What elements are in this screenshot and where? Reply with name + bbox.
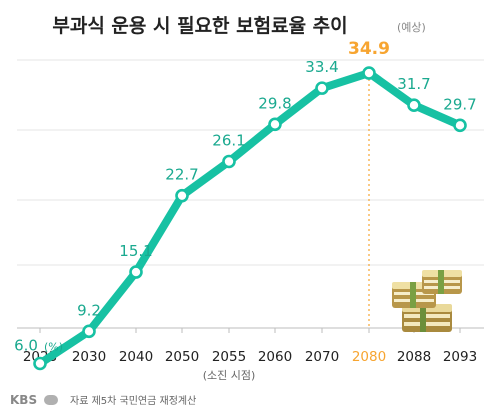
data-label: 22.7: [165, 166, 198, 184]
x-tick-label: 2093: [443, 349, 477, 365]
data-label: 29.8: [258, 94, 291, 112]
data-point: [362, 66, 376, 80]
unit-label: (%): [44, 341, 63, 354]
data-point: [129, 265, 143, 279]
money-stack-icon: [392, 270, 462, 332]
data-point: [268, 117, 282, 132]
plot-area: [33, 66, 467, 371]
x-tick-label: 2030: [72, 349, 106, 365]
x-tick-label: 2040: [119, 349, 153, 365]
data-point: [175, 188, 189, 203]
data-point: [82, 324, 96, 339]
chart-title: 부과식 운용 시 필요한 보험료율 추이: [52, 15, 347, 37]
data-point: [407, 98, 421, 113]
data-label: 26.1: [212, 131, 245, 149]
logo-mark-icon: [44, 395, 58, 405]
x-tick-label: 2088: [397, 349, 431, 365]
x-tick-label: 2080: [352, 349, 386, 365]
data-label: 29.7: [443, 95, 476, 113]
data-point: [222, 154, 236, 169]
data-point: [33, 356, 47, 371]
chart-title-note: (예상): [397, 21, 426, 34]
source-text: 자료 제5차 국민연금 재정계산: [70, 395, 196, 407]
kbs-logo: KBS: [10, 393, 58, 407]
data-label: 6.0: [14, 337, 38, 355]
data-point: [315, 81, 329, 95]
data-label: 34.9: [348, 39, 390, 59]
data-label: 9.2: [77, 301, 101, 319]
data-label: 31.7: [397, 75, 430, 93]
data-label: 15.1: [119, 242, 152, 260]
depletion-note: (소진 시점): [203, 369, 256, 382]
x-tick-label: 2070: [305, 349, 339, 365]
logo-text: KBS: [10, 393, 37, 407]
data-point: [453, 118, 467, 133]
x-tick-label: 2055: [212, 349, 246, 365]
series-line: [36, 69, 464, 368]
x-tick-label: 2060: [258, 349, 292, 365]
x-axis: 2023203020402050205520602070208020882093…: [23, 328, 477, 382]
data-label: 33.4: [305, 58, 338, 76]
x-tick-label: 2050: [165, 349, 199, 365]
data-labels: 6.0 9.2 15.1 22.7 26.1 29.8 33.4 34.9 31.7 29.7 (%…: [14, 39, 477, 354]
